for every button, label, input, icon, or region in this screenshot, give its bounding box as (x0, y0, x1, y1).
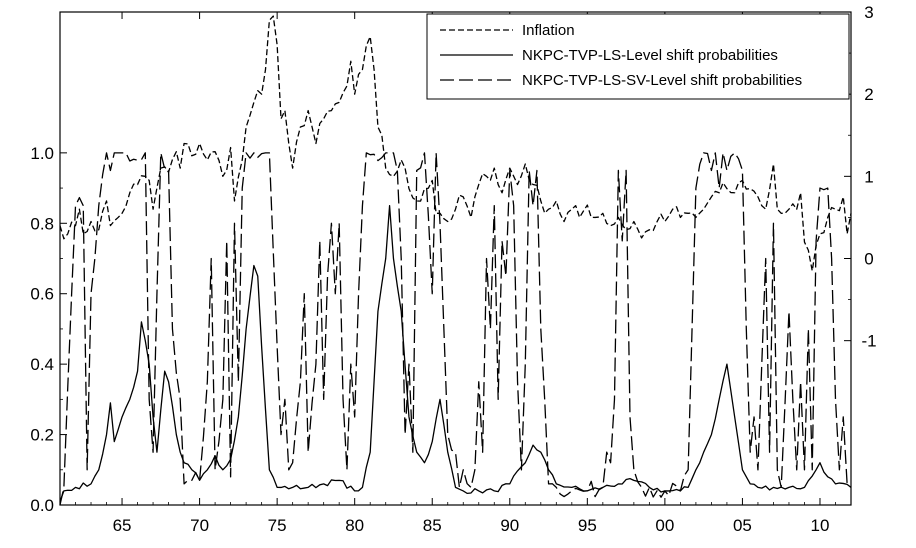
right-y-tick-label: 3 (864, 3, 873, 22)
right-y-tick-label: 0 (864, 250, 873, 269)
x-tick-label: 80 (345, 516, 364, 535)
right-y-tick-label: -1 (861, 332, 876, 351)
tvp-ls-sv-probability-line (59, 152, 852, 506)
x-tick-label: 00 (655, 516, 674, 535)
inflation-line (59, 15, 852, 272)
x-tick-label: 65 (113, 516, 132, 535)
left-y-tick-label: 0.8 (30, 214, 54, 233)
x-tick-label: 70 (190, 516, 209, 535)
left-y-tick-label: 0.6 (30, 285, 54, 304)
legend-entry-tvp-ls-label: NKPC-TVP-LS-Level shift probabilities (522, 47, 778, 64)
tvp-ls-probability-line (59, 205, 852, 502)
legend-entry-tvp-ls-sv-label: NKPC-TVP-LS-SV-Level shift probabilities (522, 72, 802, 89)
legend: Inflation NKPC-TVP-LS-Level shift probabi… (426, 13, 850, 100)
left-y-tick-label: 0.0 (30, 496, 54, 515)
legend-box (426, 13, 850, 100)
axes-layer: 65 70 75 80 85 90 95 00 05 100.00.20.40.60.81.0-1… (30, 3, 876, 535)
x-tick-label: 75 (268, 516, 287, 535)
x-tick-label: 10 (811, 516, 830, 535)
x-tick-label: 90 (500, 516, 519, 535)
x-tick-label: 95 (578, 516, 597, 535)
left-y-tick-label: 0.4 (30, 355, 54, 374)
x-tick-label: 85 (423, 516, 442, 535)
x-tick-label: 05 (733, 516, 752, 535)
right-y-tick-label: 1 (864, 167, 873, 186)
right-y-tick-label: 2 (864, 85, 873, 104)
legend-entry-inflation-label: Inflation (522, 22, 575, 39)
series-layer (59, 15, 852, 506)
left-y-tick-label: 1.0 (30, 144, 54, 163)
left-y-tick-label: 0.2 (30, 426, 54, 445)
